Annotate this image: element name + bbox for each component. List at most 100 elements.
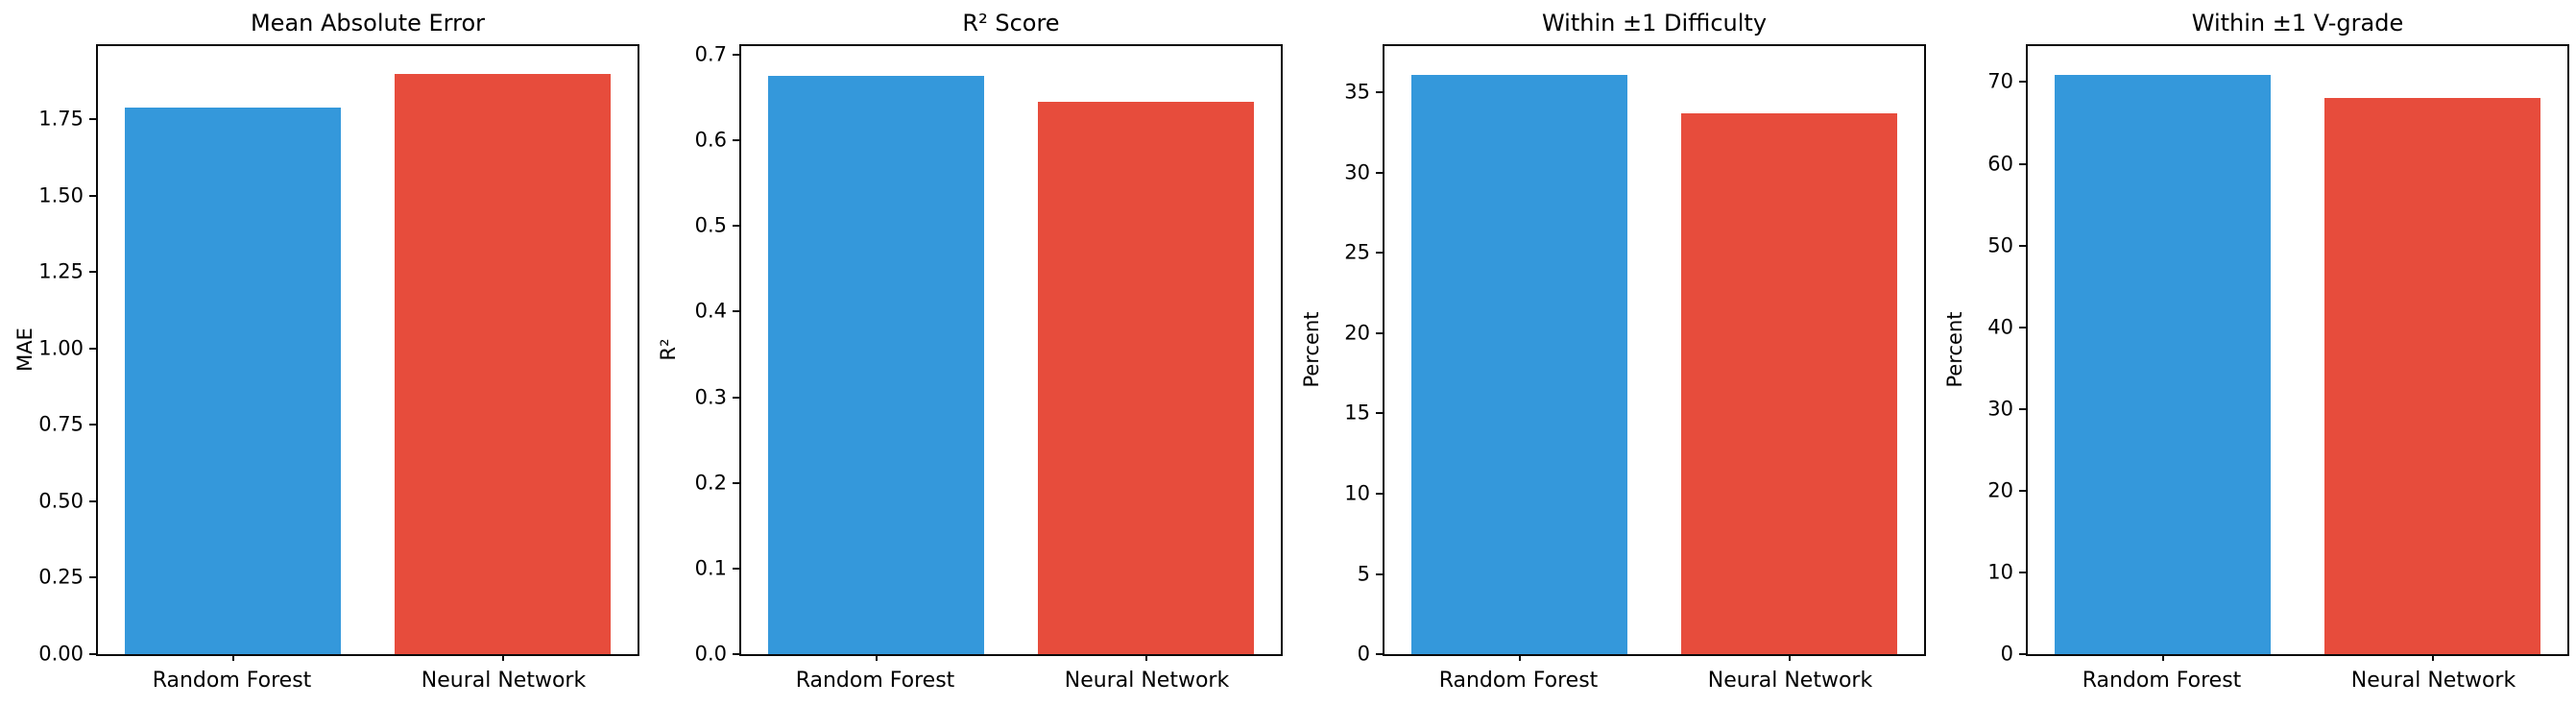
plot-area: 0 5 10 15 20 25 30 35: [1344, 44, 1926, 664]
x-tick-label-neural-network: Neural Network: [1064, 669, 1230, 693]
y-tick-mark: [733, 481, 739, 484]
y-tick-mark: [2019, 407, 2026, 410]
y-tick-mark: [1376, 252, 1383, 255]
y-tick-label: 0.75: [38, 412, 84, 436]
y-tick-mark: [89, 347, 96, 350]
x-tick-label-neural-network: Neural Network: [421, 669, 587, 693]
bar-neural-network: [1038, 101, 1254, 654]
y-tick-mark: [89, 271, 96, 274]
y-tick-label: 70: [1987, 69, 2013, 93]
x-tick-label-random-forest: Random Forest: [795, 669, 955, 693]
chart-title: Within ±1 Difficulty: [1541, 10, 1768, 37]
x-tick-mark: [1518, 654, 1521, 661]
plot-area: 0.00 0.25 0.50 0.75 1.00 1.25 1.50 1.75: [38, 44, 639, 664]
y-tick-label: 1.00: [38, 336, 84, 360]
bar-neural-network: [2324, 98, 2540, 654]
y-tick-label: 40: [1987, 315, 2013, 339]
bar-random-forest: [125, 107, 341, 654]
y-tick-label: 0.50: [38, 489, 84, 513]
y-tick-label: 10: [1344, 481, 1370, 505]
y-tick-label: 35: [1344, 80, 1370, 104]
bar-random-forest: [1411, 75, 1627, 654]
plot-area: 0.0 0.1 0.2 0.3 0.4 0.5 0.6 0.7: [695, 44, 1283, 664]
y-tick-label: 20: [1987, 478, 2013, 502]
y-tick-mark: [1376, 653, 1383, 655]
x-tick-label-neural-network: Neural Network: [1707, 669, 1873, 693]
x-axis-labels: Random Forest Neural Network: [739, 669, 1283, 693]
bar-random-forest: [768, 76, 984, 654]
y-tick-mark: [2019, 489, 2026, 492]
chart-title: R² Score: [962, 10, 1060, 37]
y-tick-mark: [733, 653, 739, 655]
y-tick-mark: [733, 310, 739, 313]
x-tick-mark: [1788, 654, 1791, 661]
y-axis-label: MAE: [13, 328, 36, 372]
y-tick-label: 1.75: [38, 107, 84, 131]
y-tick-mark: [2019, 81, 2026, 84]
plot-area: 0 10 20 30 40 50 60 70: [1987, 44, 2569, 664]
y-tick-mark: [1376, 331, 1383, 334]
chart-title: Mean Absolute Error: [250, 10, 486, 37]
y-tick-label: 0.4: [694, 299, 727, 323]
y-axis-label: Percent: [1300, 311, 1323, 388]
x-tick-mark: [875, 654, 878, 661]
y-tick-mark: [89, 653, 96, 655]
y-tick-mark: [1376, 91, 1383, 94]
y-tick-label: 5: [1357, 562, 1370, 585]
y-tick-label: 1.25: [38, 259, 84, 283]
bar-neural-network: [1681, 113, 1897, 654]
subplot-mean-absolute-error: Mean Absolute Error MAE 0.00 0.25 0.50 0.75…: [0, 0, 643, 706]
y-tick-mark: [1376, 171, 1383, 174]
y-tick-label: 0.5: [694, 213, 727, 237]
x-tick-mark: [501, 654, 504, 661]
y-tick-mark: [2019, 653, 2026, 655]
y-tick-mark: [733, 139, 739, 142]
x-tick-label-random-forest: Random Forest: [152, 669, 312, 693]
y-tick-label: 1.50: [38, 183, 84, 207]
subplot-r2-score: R² Score R² 0.0 0.1 0.2 0.3 0.4 0.5 0.6 0.7 Ran…: [643, 0, 1287, 706]
y-tick-label: 0.1: [694, 556, 727, 580]
y-tick-mark: [89, 194, 96, 197]
y-tick-label: 0.0: [694, 642, 727, 666]
y-tick-label: 30: [1987, 397, 2013, 421]
y-tick-mark: [2019, 244, 2026, 247]
y-tick-mark: [733, 396, 739, 399]
x-axis-labels: Random Forest Neural Network: [96, 669, 639, 693]
y-tick-label: 0: [1357, 642, 1370, 666]
y-tick-mark: [2019, 162, 2026, 165]
y-tick-mark: [89, 424, 96, 426]
y-tick-label: 0.6: [694, 128, 727, 152]
y-tick-mark: [1376, 572, 1383, 575]
x-tick-label-random-forest: Random Forest: [1438, 669, 1599, 693]
y-tick-mark: [733, 225, 739, 228]
x-tick-mark: [2431, 654, 2434, 661]
y-tick-label: 0.25: [38, 565, 84, 589]
y-tick-label: 0.7: [694, 42, 727, 66]
y-tick-label: 20: [1344, 321, 1370, 345]
y-tick-label: 0.2: [694, 471, 727, 495]
x-tick-label-neural-network: Neural Network: [2350, 669, 2516, 693]
y-tick-mark: [733, 53, 739, 56]
y-tick-label: 15: [1344, 401, 1370, 425]
y-tick-mark: [733, 567, 739, 570]
x-tick-label-random-forest: Random Forest: [2082, 669, 2242, 693]
y-tick-label: 10: [1987, 560, 2013, 584]
subplot-within-1-difficulty: Within ±1 Difficulty Percent 0 5 10 15 20 25 3…: [1287, 0, 1930, 706]
x-tick-mark: [231, 654, 234, 661]
y-tick-mark: [89, 499, 96, 502]
y-tick-mark: [2019, 571, 2026, 573]
y-tick-mark: [89, 576, 96, 579]
y-tick-mark: [1376, 492, 1383, 495]
y-tick-mark: [1376, 412, 1383, 415]
bar-neural-network: [395, 73, 611, 654]
y-tick-label: 25: [1344, 240, 1370, 264]
y-tick-label: 0: [2000, 642, 2013, 666]
y-tick-label: 0.00: [38, 642, 84, 666]
y-axis-label: Percent: [1943, 311, 1966, 388]
y-tick-label: 50: [1987, 233, 2013, 257]
x-axis-labels: Random Forest Neural Network: [1383, 669, 1926, 693]
y-tick-label: 30: [1344, 160, 1370, 184]
y-tick-label: 60: [1987, 152, 2013, 176]
bar-random-forest: [2055, 74, 2271, 654]
